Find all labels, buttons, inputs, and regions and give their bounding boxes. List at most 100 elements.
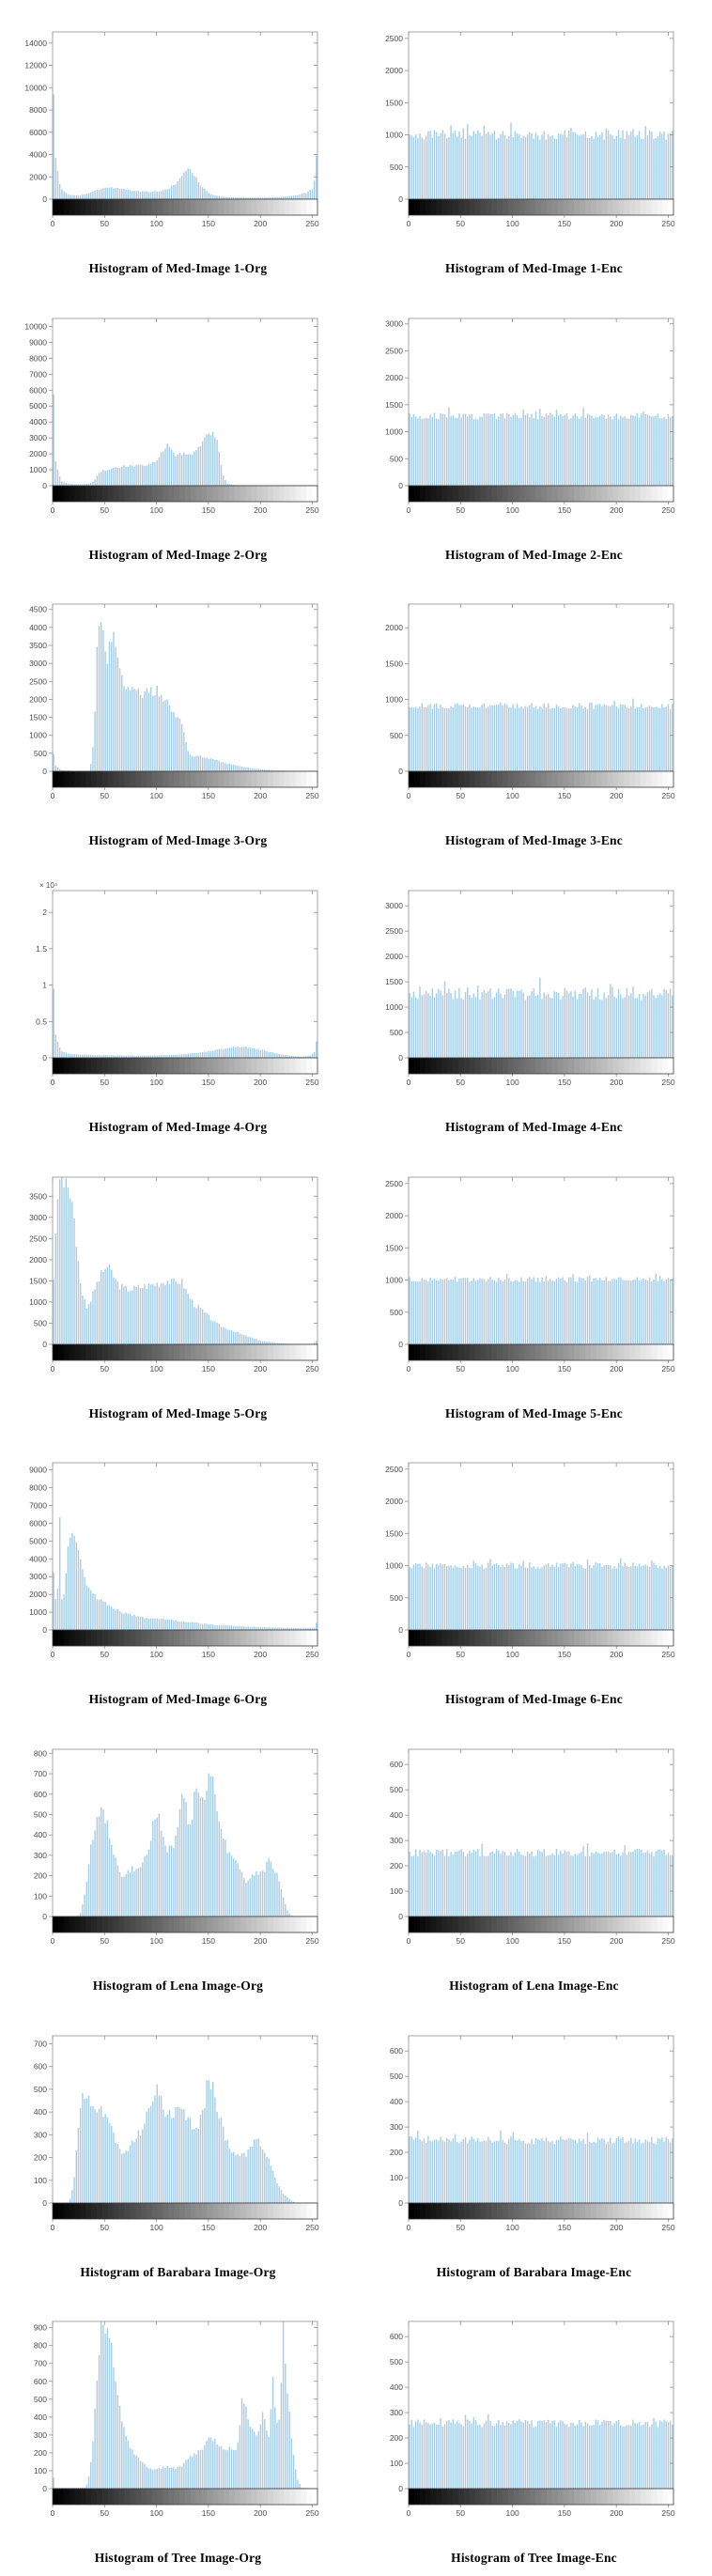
histogram-plot-med1-org: 0 50 100 150 200 250 0 2000 4000 6000 8000 10000 120… <box>0 19 356 254</box>
svg-text:100: 100 <box>149 1936 163 1946</box>
histogram-plot-lena-enc: 0 50 100 150 200 250 0 100 200 300 400 500 600 <box>356 1736 712 1971</box>
svg-text:2000: 2000 <box>385 624 403 633</box>
histogram-svg: 0 50 100 150 200 250 0 1000 2000 3000 4000 5000 6000… <box>24 318 319 515</box>
svg-text:200: 200 <box>610 1364 623 1373</box>
cell-barabara-org: 0 50 100 150 200 250 0 100 200 300 400 500 600 700 Hi… <box>0 2004 356 2290</box>
histogram-plot-med6-org: 0 50 100 150 200 250 0 1000 2000 3000 4000 5000 6000… <box>0 1450 356 1684</box>
svg-text:0: 0 <box>42 1912 47 1921</box>
cell-med5-org: 0 50 100 150 200 250 0 500 1000 1500 2000 2500 3000 3… <box>0 1145 356 1432</box>
svg-text:500: 500 <box>390 2072 403 2081</box>
svg-text:50: 50 <box>101 505 110 515</box>
svg-text:300: 300 <box>390 2122 403 2132</box>
svg-text:100: 100 <box>149 2508 163 2518</box>
axis-group <box>49 318 318 504</box>
svg-text:200: 200 <box>254 1936 267 1946</box>
svg-text:800: 800 <box>34 2341 47 2351</box>
svg-text:0: 0 <box>407 1650 411 1659</box>
cell-tree-org: 0 50 100 150 200 250 0 100 200 300 400 500 600 700 800… <box>0 2289 356 2576</box>
histogram-plot-barabara-org: 0 50 100 150 200 250 0 100 200 300 400 500 600 700 <box>0 2023 356 2258</box>
caption-lena-org: Histogram of Lena Image-Org <box>92 1978 264 1993</box>
svg-text:250: 250 <box>305 1078 318 1087</box>
caption-med2-enc: Histogram of Med-Image 2-Enc <box>445 547 623 562</box>
tick-labels: 0 50 100 150 200 250 0 100 200 300 400 500 600 700 <box>34 2039 319 2232</box>
grayscale-strip <box>52 198 318 216</box>
grayscale-strip <box>408 1343 674 1361</box>
cell-med5-enc: 0 50 100 150 200 250 0 500 1000 1500 2000 2500 Hist… <box>356 1145 712 1432</box>
svg-text:50: 50 <box>101 1650 110 1659</box>
svg-text:250: 250 <box>305 791 318 800</box>
histogram-plot-barabara-enc: 0 50 100 150 200 250 0 100 200 300 400 500 600 <box>356 2023 712 2258</box>
svg-text:250: 250 <box>305 505 318 515</box>
svg-text:0: 0 <box>398 2484 403 2493</box>
caption-med1-org: Histogram of Med-Image 1-Org <box>88 261 268 275</box>
svg-text:1000: 1000 <box>29 1297 47 1307</box>
svg-text:150: 150 <box>202 1364 215 1373</box>
svg-text:1: 1 <box>42 981 47 990</box>
svg-text:250: 250 <box>661 219 674 228</box>
svg-text:150: 150 <box>558 791 571 800</box>
svg-text:200: 200 <box>610 505 623 515</box>
svg-text:1.5: 1.5 <box>36 944 47 954</box>
svg-text:150: 150 <box>558 505 571 515</box>
bars-group <box>409 1558 673 1631</box>
svg-text:250: 250 <box>305 1650 318 1659</box>
grayscale-strip <box>408 2488 674 2506</box>
tick-labels: 0 50 100 150 200 250 0 2000 4000 6000 8000 10000 120… <box>24 39 318 228</box>
svg-text:6000: 6000 <box>29 128 47 137</box>
svg-text:50: 50 <box>457 1078 466 1087</box>
svg-text:300: 300 <box>390 1836 403 1845</box>
svg-text:200: 200 <box>610 1650 623 1659</box>
grayscale-strip <box>52 1057 318 1075</box>
svg-text:100: 100 <box>390 2459 403 2468</box>
svg-text:400: 400 <box>390 2097 403 2106</box>
svg-text:100: 100 <box>149 219 163 228</box>
grayscale-strip <box>408 198 674 216</box>
histogram-svg: 0 50 100 150 200 250 0 100 200 300 400 500 600 700 800 <box>34 1748 319 1946</box>
grayscale-strip <box>52 1343 318 1361</box>
svg-text:250: 250 <box>661 1936 674 1946</box>
histogram-plot-med3-org: 0 50 100 150 200 250 0 500 1000 1500 2000 2500 3000 3… <box>0 591 356 826</box>
svg-text:500: 500 <box>390 454 403 463</box>
svg-text:2500: 2500 <box>29 1234 47 1243</box>
svg-text:200: 200 <box>610 219 623 228</box>
svg-text:100: 100 <box>149 505 163 515</box>
histogram-plot-lena-org: 0 50 100 150 200 250 0 100 200 300 400 500 600 700 800 <box>0 1736 356 1971</box>
svg-text:3000: 3000 <box>29 1572 47 1581</box>
svg-text:150: 150 <box>558 1650 571 1659</box>
grayscale-strip <box>52 485 318 503</box>
histogram-svg: 0 50 100 150 200 250 0 1000 2000 3000 4000 5000 6000… <box>29 1462 319 1659</box>
svg-text:500: 500 <box>34 2085 47 2094</box>
tick-labels: 0 50 100 150 200 250 0 500 1000 1500 2000 <box>385 624 675 801</box>
svg-text:3000: 3000 <box>29 1212 47 1221</box>
svg-text:7000: 7000 <box>29 369 47 379</box>
svg-text:250: 250 <box>661 1078 674 1087</box>
bars-group <box>409 1842 673 1916</box>
svg-text:500: 500 <box>390 1593 403 1603</box>
svg-text:250: 250 <box>305 2223 318 2232</box>
svg-text:0.5: 0.5 <box>36 1016 47 1026</box>
cell-med2-org: 0 50 100 150 200 250 0 1000 2000 3000 4000 5000 6000… <box>0 287 356 573</box>
svg-text:0: 0 <box>42 194 47 204</box>
caption-med3-org: Histogram of Med-Image 3-Org <box>88 833 268 848</box>
svg-text:200: 200 <box>254 1078 267 1087</box>
svg-text:50: 50 <box>101 791 110 800</box>
svg-text:2500: 2500 <box>385 34 403 43</box>
histogram-svg: 0 50 100 150 200 250 0 100 200 300 400 500 600 <box>390 2320 675 2518</box>
tick-labels: 0 50 100 150 200 2500500100015002000250030003… <box>29 605 319 800</box>
svg-text:200: 200 <box>254 505 267 515</box>
svg-text:2500: 2500 <box>385 1178 403 1187</box>
cell-barabara-enc: 0 50 100 150 200 250 0 100 200 300 400 500 600 Histo… <box>356 2004 712 2290</box>
svg-text:10000: 10000 <box>24 83 47 92</box>
grayscale-strip <box>52 1916 318 1933</box>
svg-text:500: 500 <box>390 163 403 172</box>
svg-text:250: 250 <box>305 2508 318 2518</box>
bars-group <box>77 1773 295 1916</box>
svg-text:600: 600 <box>390 2046 403 2056</box>
svg-text:250: 250 <box>305 1936 318 1946</box>
svg-text:250: 250 <box>661 1364 674 1373</box>
tick-labels: 0 50 100 150 200 250 0 1000 2000 3000 4000 5000 6000… <box>29 1466 319 1659</box>
cell-med1-enc: 0 50 100 150 200 250 0 500 1000 1500 2000 2500 Hist… <box>356 0 712 287</box>
